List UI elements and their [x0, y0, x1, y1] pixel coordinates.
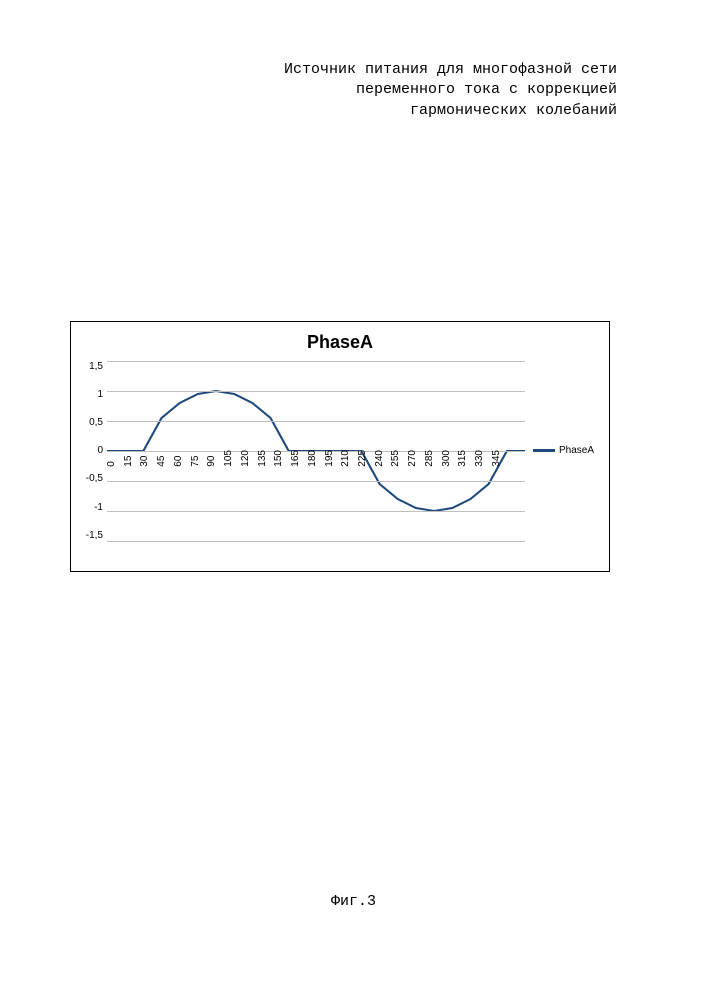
document-title: Источник питания для многофазной сети пе…: [70, 60, 617, 121]
x-tick-label: 105: [224, 450, 234, 467]
x-tick-label: 195: [325, 450, 335, 467]
y-tick-label: 0,5: [89, 417, 103, 428]
gridline: [107, 481, 525, 482]
chart-title: PhaseA: [77, 332, 603, 353]
x-tick-label: 30: [140, 450, 150, 467]
y-tick-label: 1: [97, 389, 103, 400]
x-tick-label: 330: [475, 450, 485, 467]
chart-x-axis: 0 15 30 45 60 75 90 105 120 135 150 165 180 195 210 225…: [107, 450, 502, 467]
x-tick-label: 285: [425, 450, 435, 467]
gridline: [107, 421, 525, 422]
x-tick-label: 270: [408, 450, 418, 467]
legend-swatch: [533, 449, 555, 452]
gridline: [107, 511, 525, 512]
x-tick-label: 60: [174, 450, 184, 467]
gridline: [107, 391, 525, 392]
x-tick-label: 75: [191, 450, 201, 467]
chart-container: PhaseA 1,5 1 0,5 0 -0,5 -1 -1,5 PhaseA 0 15 30 45…: [70, 321, 610, 572]
gridline: [107, 361, 525, 362]
x-tick-label: 15: [124, 450, 134, 467]
x-tick-label: 90: [207, 450, 217, 467]
x-tick-label: 45: [157, 450, 167, 467]
x-tick-label: 135: [258, 450, 268, 467]
y-tick-label: 1,5: [89, 361, 103, 372]
chart-y-axis: 1,5 1 0,5 0 -0,5 -1 -1,5: [77, 361, 107, 541]
x-tick-label: 150: [274, 450, 284, 467]
y-tick-label: -1: [94, 502, 103, 513]
x-tick-label: 300: [442, 450, 452, 467]
x-tick-label: 120: [241, 450, 251, 467]
x-tick-label: 315: [458, 450, 468, 467]
x-tick-label: 225: [358, 450, 368, 467]
chart-legend: PhaseA: [525, 361, 603, 541]
x-tick-label: 240: [375, 450, 385, 467]
legend-label: PhaseA: [559, 445, 594, 456]
y-tick-label: 0: [97, 445, 103, 456]
y-tick-label: -1,5: [86, 530, 103, 541]
y-tick-label: -0,5: [86, 473, 103, 484]
x-tick-label: 255: [391, 450, 401, 467]
gridline: [107, 541, 525, 542]
x-tick-label: 345: [492, 450, 502, 467]
x-tick-label: 210: [341, 450, 351, 467]
x-tick-label: 165: [291, 450, 301, 467]
x-tick-label: 180: [308, 450, 318, 467]
x-tick-label: 0: [107, 450, 117, 467]
figure-caption: Фиг.3: [0, 893, 707, 910]
document-page: Источник питания для многофазной сети пе…: [0, 0, 707, 1000]
